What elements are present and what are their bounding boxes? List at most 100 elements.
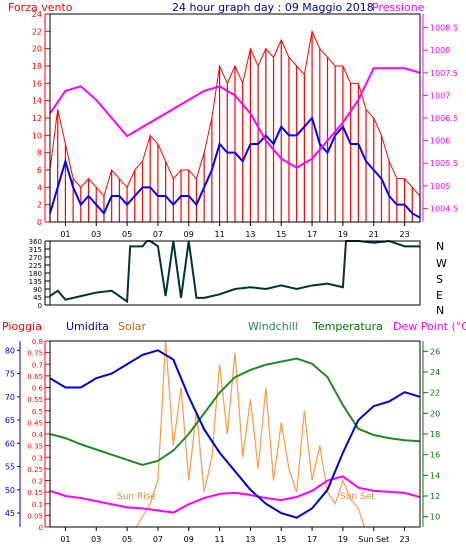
compass-label-w: W <box>436 257 447 270</box>
rain-tick-label: 0.2 <box>32 478 43 486</box>
sunrise-annotation: Sun Rise <box>117 492 156 502</box>
wind-direction-tick-label: 270 <box>29 254 42 262</box>
temperature-tick-label: 12 <box>430 492 440 501</box>
wind-direction-tick-label: 360 <box>29 238 42 246</box>
temperature-tick-label: 18 <box>430 430 440 439</box>
temperature-tick-label: 20 <box>430 409 440 418</box>
wind-speed-tick-label: 16 <box>32 79 42 88</box>
rain-tick-label: 0.25 <box>27 466 43 474</box>
rain-tick-label: 0.5 <box>32 408 43 416</box>
humidity-axis-title: Umidita <box>66 320 109 333</box>
x-tick-label: 05 <box>122 230 132 239</box>
humidity-tick-label: 45 <box>5 509 15 518</box>
rain-tick-label: 0.4 <box>32 431 44 439</box>
humidity-tick-label: 60 <box>5 439 15 448</box>
x-tick-label: 17 <box>307 230 317 239</box>
temperature-tick-label: 14 <box>430 471 440 480</box>
rain-tick-label: 0.15 <box>27 489 43 497</box>
pressure-tick-label: 1005 <box>430 182 450 191</box>
x-tick-label: 23 <box>399 230 409 239</box>
humidity-tick-label: 80 <box>5 346 15 355</box>
pressure-axis-title: Pressione <box>372 1 425 14</box>
wind-direction-tick-label: 0 <box>38 302 42 310</box>
rain-tick-label: 0.65 <box>27 373 43 381</box>
compass-label-n-top: N <box>436 240 444 253</box>
rain-axis-title: Pioggia <box>2 320 42 333</box>
wind-speed-tick-label: 22 <box>32 27 42 36</box>
x-tick-label: 03 <box>91 535 101 544</box>
rain-tick-label: 0.7 <box>32 361 43 369</box>
wind-direction-tick-label: 135 <box>29 278 42 286</box>
rain-tick-label: 0.3 <box>32 454 43 462</box>
wind-speed-tick-label: 0 <box>37 218 42 227</box>
average-wind-line <box>49 115 421 219</box>
compass-label-e: E <box>436 289 443 302</box>
pressure-tick-label: 1004.5 <box>430 204 458 213</box>
x-tick-label: 03 <box>91 230 101 239</box>
wind-speed-tick-label: 2 <box>37 201 42 210</box>
wind-speed-tick-label: 14 <box>32 97 42 106</box>
wind-speed-tick-label: 12 <box>32 114 42 123</box>
x-tick-label: Sun Set <box>358 535 389 544</box>
humidity-tick-label: 50 <box>5 486 15 495</box>
rain-tick-label: 0.55 <box>27 396 43 404</box>
graph-title: 24 hour graph day : 09 Maggio 2018 <box>172 1 374 14</box>
humidity-tick-label: 55 <box>5 463 15 472</box>
pressure-tick-label: 1005.5 <box>430 159 458 168</box>
x-tick-label: 19 <box>338 230 348 239</box>
humidity-axis: 45 50 55 60 65 70 75 80 <box>5 341 21 527</box>
x-tick-label: 07 <box>153 230 163 239</box>
humidity-tick-label: 65 <box>5 416 15 425</box>
bottom-x-axis: 01 03 05 07 09 11 13 15 17 19 Sun Set 23 <box>60 527 410 544</box>
wind-speed-tick-label: 24 <box>32 10 42 19</box>
temperature-tick-label: 22 <box>430 389 440 398</box>
pressure-line <box>49 67 421 169</box>
rain-axis: 0 0.05 0.1 0.15 0.2 0.25 0.3 0.35 0.4 0.45 0.5 0.55… <box>27 338 50 532</box>
compass-labels: N W S E N <box>436 240 447 317</box>
x-tick-label: 11 <box>214 535 224 544</box>
bottom-chart-frame <box>49 340 421 528</box>
wind-direction-tick-label: 90 <box>33 286 42 294</box>
rain-tick-label: 0.75 <box>27 350 43 358</box>
pressure-tick-label: 1008.5 <box>430 24 458 33</box>
wind-direction-frame <box>49 240 421 306</box>
wind-direction-tick-label: 315 <box>29 246 42 254</box>
wind-speed-axis-title: Forza vento <box>8 1 73 14</box>
rain-tick-label: 0.6 <box>32 385 44 393</box>
x-tick-label: 01 <box>60 230 70 239</box>
x-tick-label: 21 <box>369 230 379 239</box>
x-tick-label: 13 <box>245 230 255 239</box>
x-tick-label: 09 <box>184 230 194 239</box>
rain-tick-label: 0.1 <box>32 501 43 509</box>
wind-direction-tick-label: 225 <box>29 262 42 270</box>
wind-pressure-frame <box>49 13 421 223</box>
humidity-tick-label: 70 <box>5 393 15 402</box>
rain-tick-label: 0.35 <box>27 443 43 451</box>
x-tick-label: 11 <box>214 230 224 239</box>
top-x-axis: 01 03 05 07 09 11 13 15 17 19 21 23 <box>60 222 410 239</box>
wind-speed-tick-label: 6 <box>37 166 42 175</box>
pressure-tick-label: 1007.5 <box>430 69 458 78</box>
x-tick-label: 05 <box>122 535 132 544</box>
rain-tick-label: 0.8 <box>32 338 43 346</box>
wind-direction-tick-label: 45 <box>33 294 42 302</box>
x-tick-label: 07 <box>153 535 163 544</box>
temperature-line <box>49 357 421 467</box>
x-tick-label: 15 <box>276 535 286 544</box>
wind-speed-tick-label: 10 <box>32 131 42 140</box>
windchill-legend: Windchill <box>248 320 298 333</box>
temperature-tick-label: 24 <box>430 368 440 377</box>
sunset-annotation: Sun Set <box>340 492 375 502</box>
solar-line <box>135 340 366 528</box>
rain-tick-label: 0.45 <box>27 419 43 427</box>
humidity-line <box>49 349 421 519</box>
wind-direction-plot <box>49 239 420 304</box>
x-tick-label: 23 <box>399 535 409 544</box>
wind-pressure-plot <box>49 29 421 222</box>
wind-gust-line <box>49 29 421 198</box>
wind-speed-tick-label: 8 <box>37 149 42 158</box>
pressure-tick-label: 1007 <box>430 91 450 100</box>
